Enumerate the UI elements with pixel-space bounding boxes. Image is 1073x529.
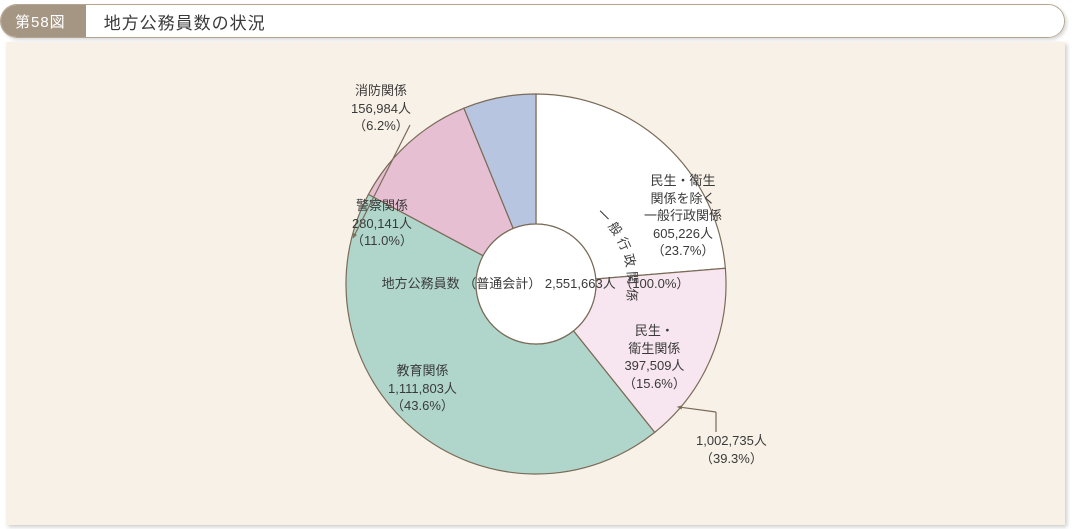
center-l1: 地方公務員数 bbox=[382, 275, 460, 290]
center-l2: （普通会計） bbox=[463, 275, 541, 290]
pie-center-label: 地方公務員数 （普通会計） 2,551,663人 （100.0%） bbox=[382, 274, 690, 292]
center-l4: （100.0%） bbox=[619, 275, 689, 290]
slice-label-fire: 消防関係156,984人（6.2%） bbox=[351, 82, 411, 135]
figure-container: 第58図 地方公務員数の状況 一 般 行 政 関 係 地方公務員数 （普通会計）… bbox=[0, 4, 1073, 529]
slice-label-police: 警察関係280,141人（11.0%） bbox=[351, 197, 413, 250]
figure-title: 地方公務員数の状況 bbox=[86, 5, 1064, 37]
slice-label-welfare_health: 民生・衛生関係397,509人（15.6%） bbox=[623, 322, 686, 392]
figure-header: 第58図 地方公務員数の状況 bbox=[0, 4, 1065, 38]
slice-label-education: 教育関係1,111,803人（43.6%） bbox=[388, 362, 457, 415]
chart-area: 一 般 行 政 関 係 地方公務員数 （普通会計） 2,551,663人 （10… bbox=[6, 42, 1065, 525]
center-l3: 2,551,663人 bbox=[545, 275, 616, 290]
slice-label-general_admin_sub: 民生・衛生関係を除く一般行政関係605,226人（23.7%） bbox=[644, 172, 722, 260]
group-total-label: 1,002,735人（39.3%） bbox=[696, 432, 767, 467]
figure-number-tab: 第58図 bbox=[1, 5, 86, 37]
